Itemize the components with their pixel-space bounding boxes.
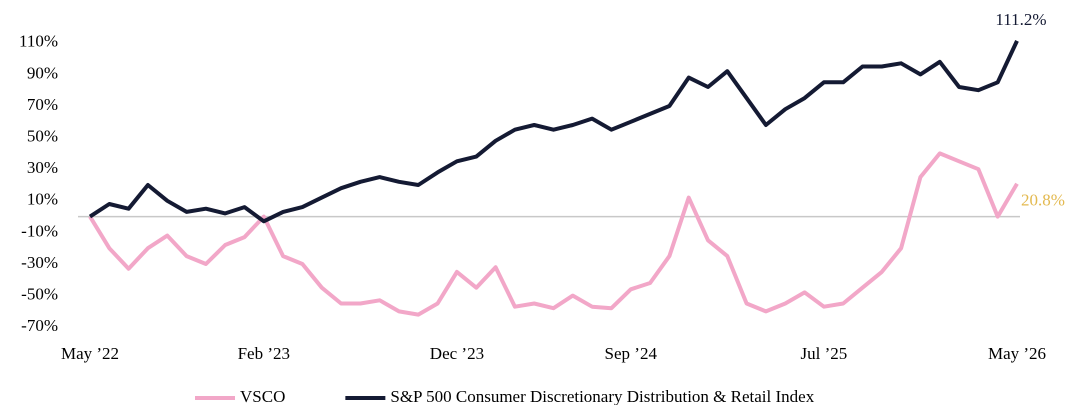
- x-tick-label: May ’26: [988, 344, 1046, 363]
- x-tick-label: Feb ’23: [238, 344, 290, 363]
- y-tick-label: 110%: [19, 32, 58, 51]
- y-tick-label: -70%: [21, 316, 58, 335]
- y-tick-label: 70%: [27, 95, 58, 114]
- y-tick-label: -50%: [21, 285, 58, 304]
- y-tick-label: 50%: [27, 127, 58, 146]
- x-tick-label: Dec ’23: [430, 344, 484, 363]
- series-line: [88, 151, 1019, 317]
- series-line: [88, 40, 1019, 224]
- end-label: 111.2%: [995, 10, 1046, 29]
- y-tick-label: 10%: [27, 190, 58, 209]
- x-tick-label: Jul ’25: [801, 344, 848, 363]
- legend-label: S&P 500 Consumer Discretionary Distribut…: [390, 387, 814, 405]
- y-tick-label: -10%: [21, 221, 58, 240]
- y-tick-label: 30%: [27, 158, 58, 177]
- y-tick-label: 90%: [27, 63, 58, 82]
- y-tick-label: -30%: [21, 253, 58, 272]
- end-label: 20.8%: [1021, 191, 1065, 210]
- x-tick-label: Sep ’24: [605, 344, 658, 363]
- legend-label: VSCO: [240, 387, 285, 405]
- x-tick-label: May ’22: [61, 344, 119, 363]
